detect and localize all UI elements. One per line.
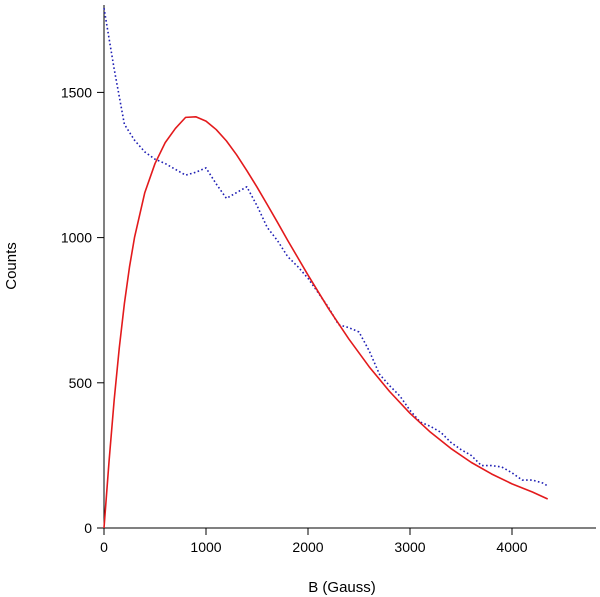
x-tick-label: 3000 (394, 539, 425, 555)
y-axis-ticks: 0 500 1000 1500 (61, 84, 104, 536)
y-tick-label: 1000 (61, 230, 92, 246)
series-layer (103, 8, 549, 529)
y-tick-label: 500 (69, 375, 93, 391)
x-tick-label: 0 (100, 539, 108, 555)
plot-area: 0 1000 2000 3000 4000 0 500 1000 1500 (61, 5, 596, 555)
x-axis-ticks: 0 1000 2000 3000 4000 (100, 528, 528, 555)
y-tick-label: 1500 (61, 84, 92, 100)
x-tick-label: 4000 (496, 539, 527, 555)
observed-counts-line (103, 8, 549, 487)
y-axis-title: Counts (3, 242, 20, 290)
y-tick-label: 0 (84, 520, 92, 536)
x-tick-label: 2000 (292, 539, 323, 555)
x-axis-title: B (Gauss) (308, 579, 376, 596)
fitted-curve-line (103, 115, 549, 529)
x-tick-label: 1000 (190, 539, 221, 555)
